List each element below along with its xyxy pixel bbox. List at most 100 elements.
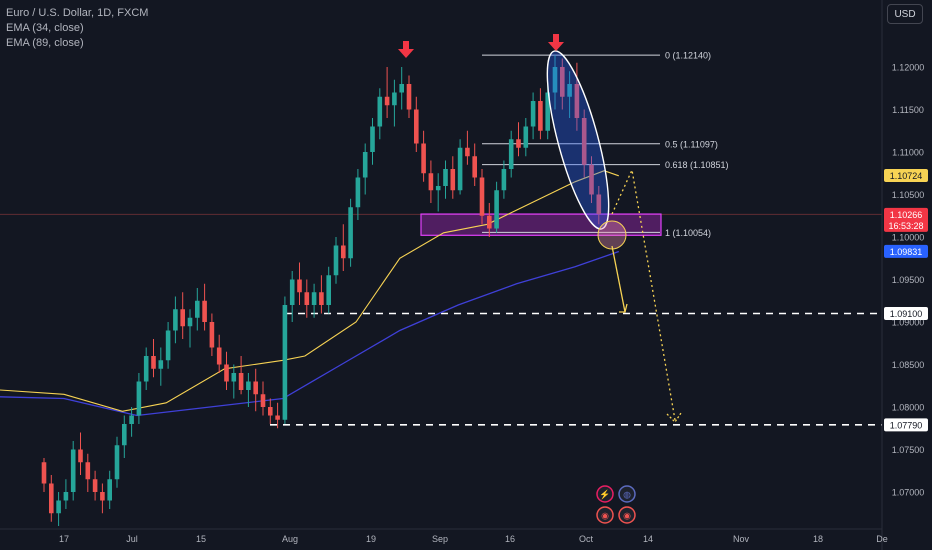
candle-body[interactable] [253,381,258,395]
us-flag-event-icon[interactable] [596,506,614,524]
projection-dotted[interactable] [611,167,676,421]
candle-body[interactable] [129,415,134,425]
candle-body[interactable] [180,309,185,327]
ema89-line[interactable] [0,250,620,417]
candle-body[interactable] [114,445,120,480]
candle-body[interactable] [348,207,353,259]
candle-body[interactable] [311,292,317,305]
candle-body[interactable] [70,449,76,493]
candle-body[interactable] [530,101,536,127]
candle-body[interactable] [260,394,266,407]
candle-body[interactable] [370,126,375,153]
candle-body[interactable] [187,317,193,327]
candle-body[interactable] [195,300,200,318]
flash-event-icon[interactable] [596,485,614,503]
candle-body[interactable] [545,92,550,131]
candle-body[interactable] [589,164,594,195]
candle-body[interactable] [231,373,237,382]
candle-body[interactable] [333,245,339,276]
candle-body[interactable] [151,356,156,369]
candle-body[interactable] [268,407,273,416]
candle-body[interactable] [384,96,390,106]
currency-button[interactable]: USD [887,4,923,24]
candle-body[interactable] [289,279,295,306]
candle-body[interactable] [49,483,54,514]
candle-body[interactable] [136,381,142,416]
ema34-line[interactable] [0,170,619,412]
candle-body[interactable] [501,169,507,191]
candle-body[interactable] [414,109,419,144]
candle-body[interactable] [523,126,529,148]
candle-body[interactable] [406,84,412,110]
candle-body[interactable] [100,492,105,501]
candle-body[interactable] [224,364,229,382]
candle-body[interactable] [304,292,310,305]
candle-body[interactable] [596,194,602,215]
candle-body[interactable] [165,330,171,361]
highlight-ellipse[interactable] [535,46,621,234]
ema89-legend[interactable]: EMA (89, close) [6,37,84,49]
candle-body[interactable] [275,415,280,420]
us-flag-event-icon[interactable] [618,506,636,524]
candle-body[interactable] [319,292,324,305]
candle-body[interactable] [392,92,397,106]
candle-body[interactable] [567,84,572,97]
candle-body[interactable] [450,169,456,191]
candle-body[interactable] [399,84,404,93]
globe-event-icon[interactable] [618,485,636,503]
candle-body[interactable] [487,215,492,229]
candle-body[interactable] [297,279,302,293]
candle-body[interactable] [202,300,207,322]
candle-body[interactable] [508,139,514,169]
symbol-title[interactable]: Euro / U.S. Dollar, 1D, FXCM [6,7,149,19]
support-zone[interactable] [420,213,662,236]
time-tick-label: Oct [579,534,594,544]
candle-body[interactable] [56,500,61,514]
candle-body[interactable] [85,462,91,480]
candle-body[interactable] [78,449,83,463]
candle-body[interactable] [282,305,288,420]
candle-body[interactable] [428,173,434,191]
candle-body[interactable] [479,177,485,216]
event-icon-glyph: ⚡ [599,489,610,501]
candle-body[interactable] [552,67,558,93]
candle-body[interactable] [465,147,470,157]
candle-body[interactable] [216,347,222,365]
breakout-circle[interactable] [597,220,627,250]
price-tick-label: 1.09000 [892,318,925,328]
candle-body[interactable] [421,143,426,174]
candle-body[interactable] [560,67,565,97]
candle-body[interactable] [122,424,127,446]
candle-body[interactable] [209,322,215,348]
candle-body[interactable] [173,309,178,331]
candle-body[interactable] [457,147,463,191]
candle-body[interactable] [355,177,361,208]
candle-body[interactable] [443,169,448,186]
candle-body[interactable] [377,96,383,127]
candle-body[interactable] [158,360,164,369]
ema34-legend[interactable]: EMA (34, close) [6,22,84,34]
candle-body[interactable] [516,139,521,148]
projection-solid[interactable] [611,245,626,313]
fib-level-label: 0 (1.12140) [665,51,711,61]
price-axis[interactable] [882,0,932,550]
candle-body[interactable] [143,356,149,382]
candle-body[interactable] [341,245,346,259]
candle-body[interactable] [246,381,251,391]
candle-body[interactable] [581,118,587,165]
candle-body[interactable] [435,186,441,191]
candle-body[interactable] [41,462,47,484]
candle-body[interactable] [107,479,112,501]
candle-body[interactable] [538,101,543,131]
candle-body[interactable] [362,152,368,178]
candle-body[interactable] [494,190,499,229]
price-tag-level [884,307,928,320]
candle-body[interactable] [326,275,331,305]
candle-body[interactable] [63,492,69,501]
candle-body[interactable] [238,373,244,390]
candle-body[interactable] [472,156,477,178]
price-tick-label: 1.07000 [892,488,925,498]
candle-body[interactable] [92,479,98,492]
candle-body[interactable] [574,84,580,118]
